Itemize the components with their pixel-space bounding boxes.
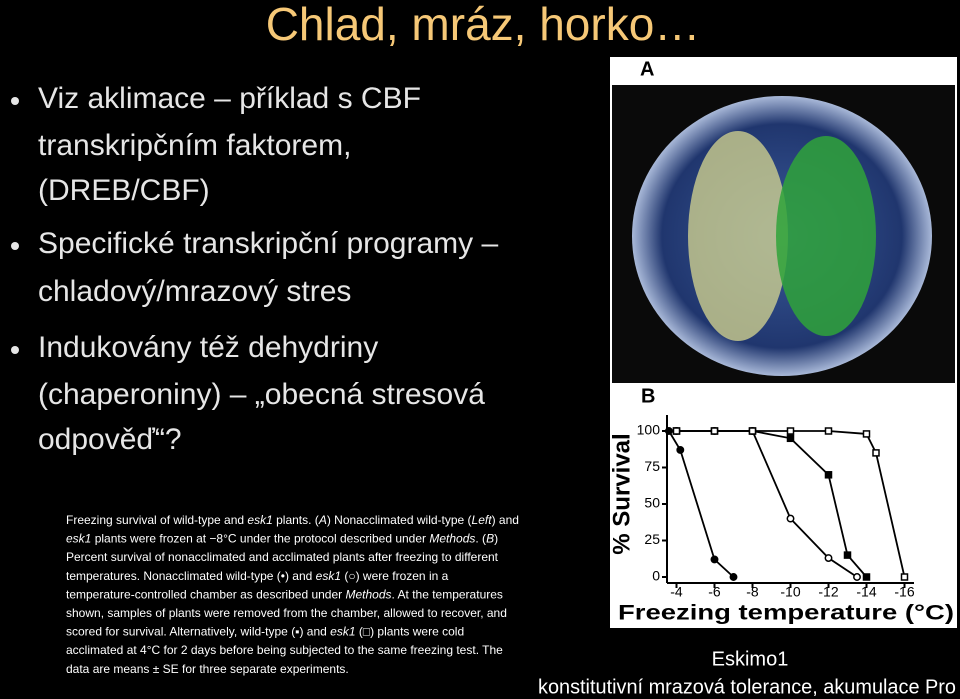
caption-run: . At the temperatures [392,588,503,602]
point [710,555,719,564]
caption-run: plants. ( [273,513,319,527]
footer-line: Eskimo1 [712,648,789,670]
caption-run: Percent survival of nonacclimated and ac… [66,550,499,564]
footer-line: konstitutivní mrazová tolerance, akumula… [538,676,956,698]
point [672,427,681,435]
caption-line: data are means ± SE for three separate e… [66,662,349,676]
point [872,449,880,457]
point [824,554,833,562]
x-tick-label: -14 [856,584,876,600]
point [862,430,871,438]
caption-line: esk1 plants were frozen at −8°C under th… [66,532,498,546]
caption-line: scored for survival. Alternatively, wild… [66,625,464,639]
y-tick-label: 0 [652,568,660,584]
caption-line: acclimated at 4°C for 2 days before bein… [66,643,503,657]
caption-line: shown, samples of plants were removed fr… [66,606,507,620]
y-axis-title: % Survival [608,433,635,554]
y-tick-label: 100 [637,422,661,438]
bullet-text: Specifické transkripční programy – [38,227,498,260]
caption-run: Left [472,513,493,527]
caption-run: temperatures. Nonacclimated wild-type (•… [66,569,316,583]
caption-run: ) Nonacclimated wild-type ( [327,513,472,527]
y-tick-label: 25 [644,531,660,547]
caption-run: plants were frozen at −8°C under the pro… [91,532,429,546]
slide-title: Chlad, mráz, horko… [266,0,701,50]
bullet-text: (DREB/CBF) [38,174,210,207]
esk1-seedlings [776,136,876,336]
caption-line: temperatures. Nonacclimated wild-type (•… [66,569,449,583]
caption-run: A [318,513,327,527]
caption-run: B [486,532,494,546]
caption-run: Methods [345,588,391,602]
caption-run: ) and [492,513,519,527]
x-tick-label: -16 [894,584,914,600]
caption-run: esk1 [316,569,341,583]
x-tick-label: -12 [818,584,838,600]
caption-run: shown, samples of plants were removed fr… [66,606,507,620]
series-line [668,430,735,578]
caption-line: temperature-controlled chamber as descri… [66,588,503,602]
chart: 0 25 50 75 100 -4 -6 -8 -10 -12 -14 -16 % Survival Fr… [608,415,954,625]
bullet-text: Indukovány též dehydriny [38,331,378,364]
wild-type-seedlings [688,131,788,341]
caption-run: (○) were frozen in a [341,569,449,583]
bullet-text: transkripčním faktorem, [38,129,351,162]
point [824,471,833,479]
figure-caption: Freezing survival of wild-type and esk1 … [66,513,519,676]
point [729,573,738,581]
point [786,514,795,523]
x-tick-label: -6 [708,584,721,600]
caption-run: esk1 [330,625,355,639]
bullet-text: Viz aklimace – příklad s CBF [38,82,421,115]
caption-run: esk1 [66,532,91,546]
caption-line: Percent survival of nonacclimated and ac… [66,550,499,564]
bullet-dot [11,97,19,105]
figure: A B 0 25 50 75 100 -4 -6 -8 -10 -12 -14 -16 % Surviv… [608,57,957,628]
point [676,446,685,454]
caption-run: ) [494,532,498,546]
x-tick-label: -10 [780,584,800,600]
bullet-list: Viz aklimace – příklad s CBF transkripční… [11,82,498,456]
panel-label: B [641,385,655,407]
bullet-text: chladový/mrazový stres [38,275,351,308]
caption-run: Methods [429,532,475,546]
caption-run: scored for survival. Alternatively, wild… [66,625,330,639]
caption-run: data are means ± SE for three separate e… [66,662,349,676]
point [862,573,871,581]
point [710,427,719,435]
caption-run: Freezing survival of wild-type and [66,513,247,527]
caption-run: temperature-controlled chamber as descri… [66,588,345,602]
panel-label: A [640,58,654,80]
point [824,427,833,435]
x-tick-label: -8 [746,584,759,600]
x-tick-label: -4 [670,584,683,600]
point [786,434,795,443]
caption-run: acclimated at 4°C for 2 days before bein… [66,643,503,657]
x-axis-title: Freezing temperature (°C) [618,602,954,625]
point [664,427,673,435]
caption-run: (□) plants were cold [356,625,465,639]
bullet-text: odpověď“? [38,423,182,456]
caption-run: . ( [475,532,486,546]
point [853,573,861,581]
point [843,551,852,559]
point [748,427,757,435]
caption-run: esk1 [247,513,272,527]
point [900,573,909,581]
bullet-dot [11,242,19,250]
bullet-dot [11,346,19,354]
caption-line: Freezing survival of wild-type and esk1 … [66,513,519,527]
y-tick-label: 50 [644,495,660,511]
point [786,427,795,435]
bullet-text: (chaperoniny) – „obecná stresová [38,378,485,411]
y-tick-label: 75 [644,458,660,474]
